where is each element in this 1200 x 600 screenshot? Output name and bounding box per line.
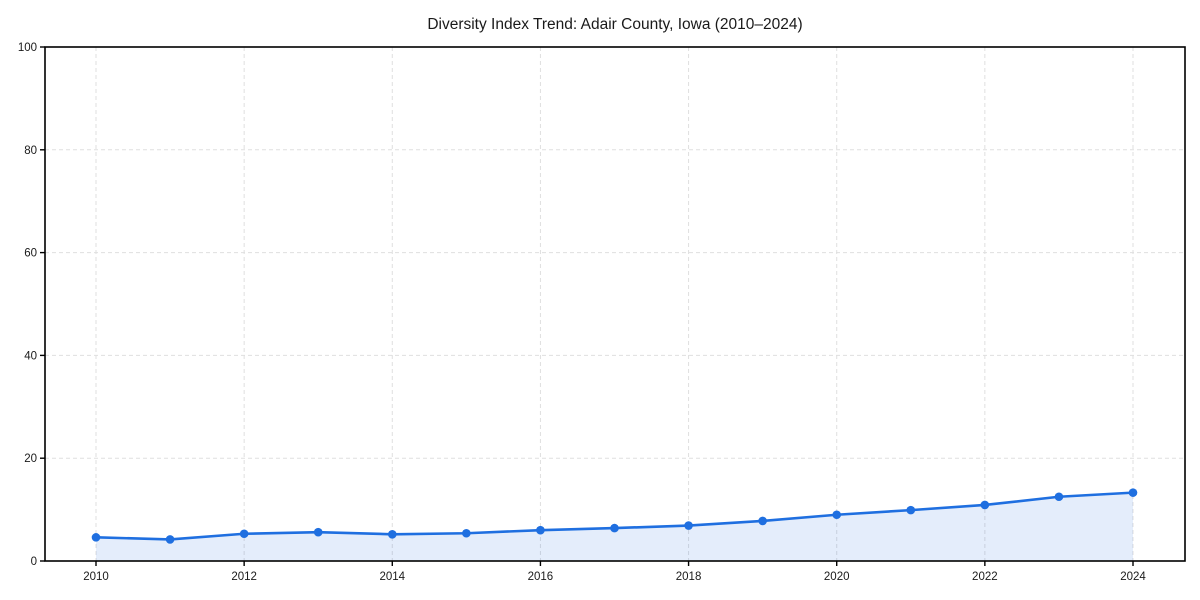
data-point-marker — [980, 500, 990, 510]
data-point-marker — [313, 527, 323, 537]
data-point-marker — [462, 528, 471, 538]
chart-title: Diversity Index Trend: Adair County, Iow… — [427, 16, 802, 33]
plot-border — [44, 46, 1186, 562]
grid-lines — [45, 46, 1185, 562]
data-point-marker — [758, 516, 767, 526]
x-tick-label: 2014 — [379, 571, 405, 583]
data-point-marker — [536, 525, 545, 535]
data-point-marker — [610, 523, 619, 533]
plot-frame — [44, 46, 1186, 562]
x-tick-label: 2020 — [824, 571, 850, 583]
data-point-marker — [239, 529, 249, 539]
data-point-marker — [91, 533, 101, 542]
axis-ticks: 0 20 40 60 80 100 2010 2012 2014 2016 2018 2020 2022… — [18, 42, 1147, 583]
x-tick-label: 2018 — [676, 571, 702, 583]
data-point-marker — [387, 529, 397, 539]
x-tick-label: 2024 — [1120, 571, 1146, 583]
data-point-marker — [906, 505, 916, 515]
data-point-marker — [165, 535, 175, 544]
y-tick-label: 100 — [18, 42, 37, 54]
data-point-marker — [1128, 488, 1138, 497]
y-tick-label: 80 — [24, 145, 37, 157]
area-fill — [96, 492, 1133, 561]
x-tick-label: 2016 — [528, 571, 554, 583]
data-point-marker — [1054, 492, 1064, 502]
x-tick-label: 2022 — [972, 571, 998, 583]
data-point-marker — [832, 510, 842, 520]
data-series — [91, 488, 1138, 561]
y-tick-label: 0 — [31, 556, 37, 568]
x-tick-label: 2012 — [231, 571, 257, 583]
y-tick-label: 60 — [24, 248, 37, 260]
x-tick-label: 2010 — [83, 571, 109, 583]
data-point-marker — [684, 521, 693, 530]
y-tick-label: 20 — [24, 453, 37, 465]
y-tick-label: 40 — [24, 350, 37, 362]
